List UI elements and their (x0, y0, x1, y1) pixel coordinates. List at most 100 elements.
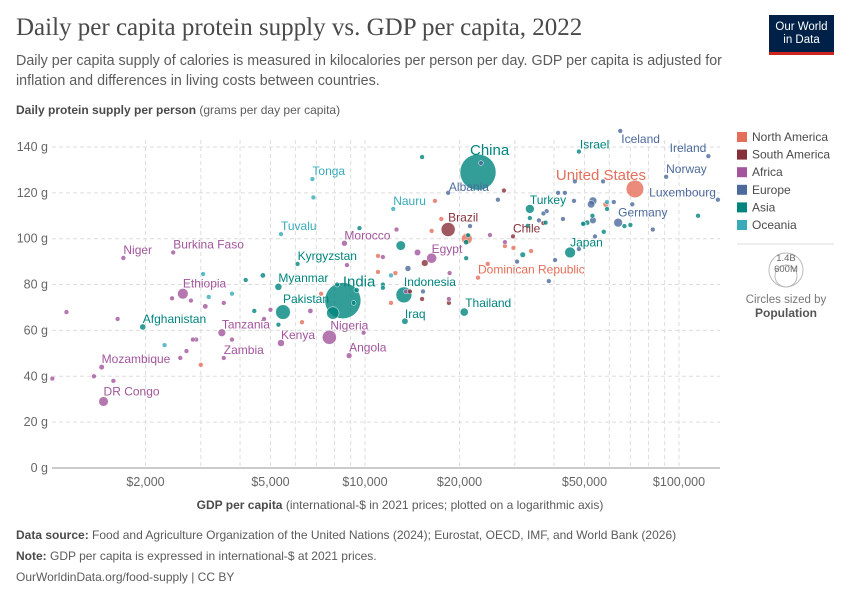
x-axis-label-bold: GDP per capita (196, 498, 283, 512)
legend-swatch (737, 167, 747, 178)
note: Note: GDP per capita is expressed in int… (16, 549, 377, 563)
data-point (467, 223, 473, 229)
data-point (251, 308, 257, 314)
data-point-egypt (426, 252, 437, 264)
data-point (560, 216, 566, 222)
legend-item-europe[interactable]: Europe (737, 183, 791, 197)
legend-label: Africa (752, 165, 783, 179)
data-point-angola (345, 352, 353, 359)
data-point (380, 285, 386, 291)
data-point (604, 206, 610, 212)
country-label: Burkina Faso (173, 237, 244, 251)
data-point (502, 239, 508, 245)
legend-label: South America (752, 148, 830, 162)
country-label: China (470, 142, 510, 159)
legend-label: North America (752, 130, 828, 144)
country-label: Afghanistan (143, 312, 206, 326)
country-label: Luxembourg (649, 186, 716, 200)
data-point (229, 336, 235, 343)
country-label: Zambia (224, 343, 264, 357)
data-source-label: Data source: (16, 528, 89, 542)
data-point-tonga (309, 176, 316, 182)
y-axis-label: Daily protein supply per person (grams p… (16, 103, 340, 117)
logo-line-1: Our World (775, 20, 828, 33)
data-point-chile (510, 233, 516, 240)
data-point (514, 258, 520, 265)
data-point-zambia (221, 355, 227, 361)
data-point-iceland (617, 128, 623, 134)
data-point (388, 300, 394, 306)
y-tick-label: 80 g (24, 278, 48, 292)
data-point (695, 213, 701, 219)
country-label: Nauru (393, 194, 426, 208)
owid-logo[interactable]: Our World in Data (769, 15, 834, 55)
data-source: Data source: Food and Agriculture Organi… (16, 528, 676, 542)
note-text: GDP per capita is expressed in internati… (50, 549, 377, 563)
data-point (587, 200, 596, 209)
country-label: Ethiopia (183, 277, 227, 291)
country-label: Angola (349, 341, 387, 355)
data-point-myanmar (274, 283, 283, 291)
data-point-germany (613, 218, 623, 228)
data-point (190, 336, 196, 343)
data-point-japan (564, 246, 576, 259)
country-label: Iceland (621, 132, 660, 146)
country-label: Tanzania (222, 318, 270, 332)
data-point-tanzania (217, 328, 226, 337)
data-point (601, 229, 607, 235)
data-point (110, 378, 117, 384)
logo-line-2: in Data (783, 33, 820, 46)
country-label: Albania (449, 180, 489, 194)
y-tick-label: 140 g (17, 140, 48, 154)
country-label: Tuvalu (281, 219, 317, 233)
data-point (446, 270, 453, 276)
country-label: Brazil (448, 211, 478, 225)
data-point (183, 348, 190, 354)
legend-item-oceania[interactable]: Oceania (737, 218, 797, 232)
data-point (495, 197, 501, 203)
data-point (350, 300, 357, 306)
data-point (326, 306, 340, 320)
country-label: Ireland (670, 141, 707, 155)
data-point-afghanistan (139, 323, 147, 331)
country-label: Dominican Republic (478, 263, 585, 277)
data-point (344, 262, 350, 268)
data-point (114, 316, 121, 322)
data-point (169, 295, 175, 301)
data-point-ireland (705, 153, 711, 159)
data-point (576, 246, 582, 252)
data-point (421, 259, 429, 267)
legend-item-south-america[interactable]: South America (737, 148, 830, 162)
data-point-pakistan (275, 304, 291, 320)
data-point (299, 319, 305, 325)
legend-item-asia[interactable]: Asia (737, 200, 776, 214)
data-source-text: Food and Agriculture Organization of the… (92, 528, 677, 542)
data-point (428, 228, 435, 234)
legend-swatch (737, 184, 747, 195)
data-point (528, 248, 534, 254)
country-label: Kyrgyzstan (298, 249, 357, 263)
data-point (572, 178, 578, 185)
data-point (188, 297, 194, 304)
data-point (206, 294, 212, 300)
data-point-kenya (277, 339, 285, 347)
legend-item-north-america[interactable]: North America (737, 130, 828, 144)
data-point (419, 154, 425, 160)
data-point (650, 226, 656, 233)
data-point (580, 221, 586, 227)
y-tick-label: 100 g (17, 232, 48, 246)
source-link[interactable]: OurWorldinData.org/food-supply | CC BY (16, 570, 235, 584)
data-point (356, 225, 363, 231)
data-point (243, 277, 249, 283)
legend-item-africa[interactable]: Africa (737, 165, 783, 179)
country-label: Indonesia (404, 275, 456, 289)
data-point (562, 190, 568, 196)
y-axis-label-bold: Daily protein supply per person (16, 103, 197, 117)
country-label: India (343, 274, 376, 291)
country-label: Pakistan (283, 292, 329, 306)
data-point-thailand (459, 307, 469, 317)
data-point-kyrgyzstan (294, 261, 301, 267)
country-label: DR Congo (104, 385, 160, 399)
data-point (621, 223, 628, 229)
x-tick-label: $20,000 (437, 475, 482, 489)
